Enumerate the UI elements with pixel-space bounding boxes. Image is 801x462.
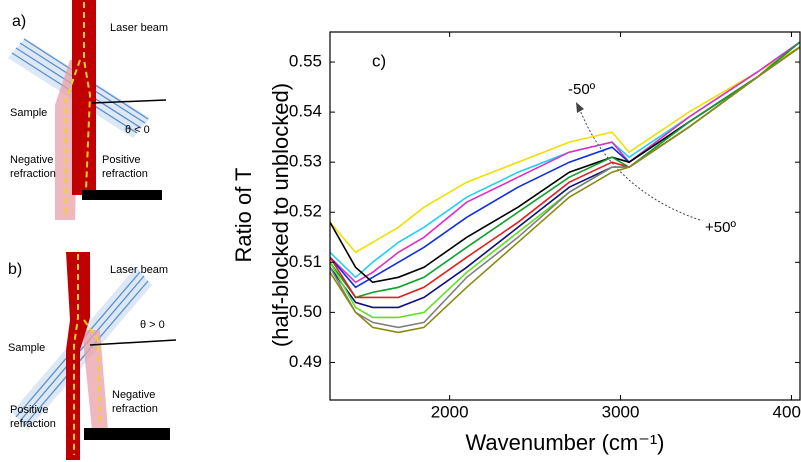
right-label: Negative xyxy=(112,389,155,401)
y-tick-label: 0.52 xyxy=(289,202,322,221)
series-line xyxy=(330,46,800,299)
y-tick-label: 0.55 xyxy=(289,52,322,71)
chart: Ratio of T (half-blocked to unblocked) W… xyxy=(231,31,801,455)
series-line xyxy=(330,46,800,309)
ray xyxy=(65,59,81,215)
y-axis-label: Ratio of T xyxy=(231,168,256,263)
series-line xyxy=(330,41,800,279)
x-axis-label: Wavenumber (cm⁻¹) xyxy=(465,430,664,455)
panel-label: b) xyxy=(8,261,22,278)
y-tick-label: 0.53 xyxy=(289,152,322,171)
sample-label: Sample xyxy=(10,107,47,119)
y-tick-label: 0.54 xyxy=(289,102,322,121)
ray xyxy=(83,2,92,191)
ray xyxy=(73,254,79,455)
right-label: refraction xyxy=(102,168,148,180)
angle-line xyxy=(91,99,167,104)
ray xyxy=(83,319,101,426)
angle-label: θ > 0 xyxy=(140,319,165,331)
left-label: refraction xyxy=(10,418,56,430)
angle-line xyxy=(89,339,177,346)
annotation: -50º xyxy=(568,81,596,98)
left-label: refraction xyxy=(10,168,56,180)
annotation-arrow xyxy=(579,109,701,221)
y-tick-label: 0.51 xyxy=(289,252,322,271)
refracted-beam xyxy=(82,330,108,430)
blocker xyxy=(82,190,162,200)
annotation: +50º xyxy=(705,219,736,236)
x-tick-label: 4000 xyxy=(773,402,801,421)
arrow-head xyxy=(576,102,584,113)
beam-label: Laser beam xyxy=(110,264,168,276)
left-label: Positive xyxy=(10,404,49,416)
stripe xyxy=(19,275,145,422)
left-label: Negative xyxy=(10,154,53,166)
diagram-a: a) Laser beam Sample θ < 0 Negative refr… xyxy=(8,0,168,220)
right-label: Positive xyxy=(102,154,141,166)
series-line xyxy=(330,46,800,334)
series-line xyxy=(330,41,800,284)
beam-label: Laser beam xyxy=(110,22,168,34)
series-line xyxy=(330,41,800,299)
series-line xyxy=(330,46,800,254)
diagram-b: b) Laser beam Sample θ > 0 Positive refr… xyxy=(8,252,177,460)
laser-beam xyxy=(66,252,90,460)
y-tick-label: 0.49 xyxy=(289,352,322,371)
y-tick-label: 0.50 xyxy=(289,302,322,321)
laser-beam xyxy=(72,0,96,195)
right-label: refraction xyxy=(112,403,158,415)
plot-frame xyxy=(329,31,801,401)
angle-label: θ < 0 xyxy=(125,124,150,136)
blocker xyxy=(84,428,170,440)
panel-label: c) xyxy=(372,51,386,70)
x-tick-label: 2000 xyxy=(431,402,469,421)
y-axis-label: (half-blocked to unblocked) xyxy=(268,83,293,347)
sample-label: Sample xyxy=(8,342,45,354)
panel-label: a) xyxy=(12,13,26,30)
x-tick-label: 3000 xyxy=(602,402,640,421)
